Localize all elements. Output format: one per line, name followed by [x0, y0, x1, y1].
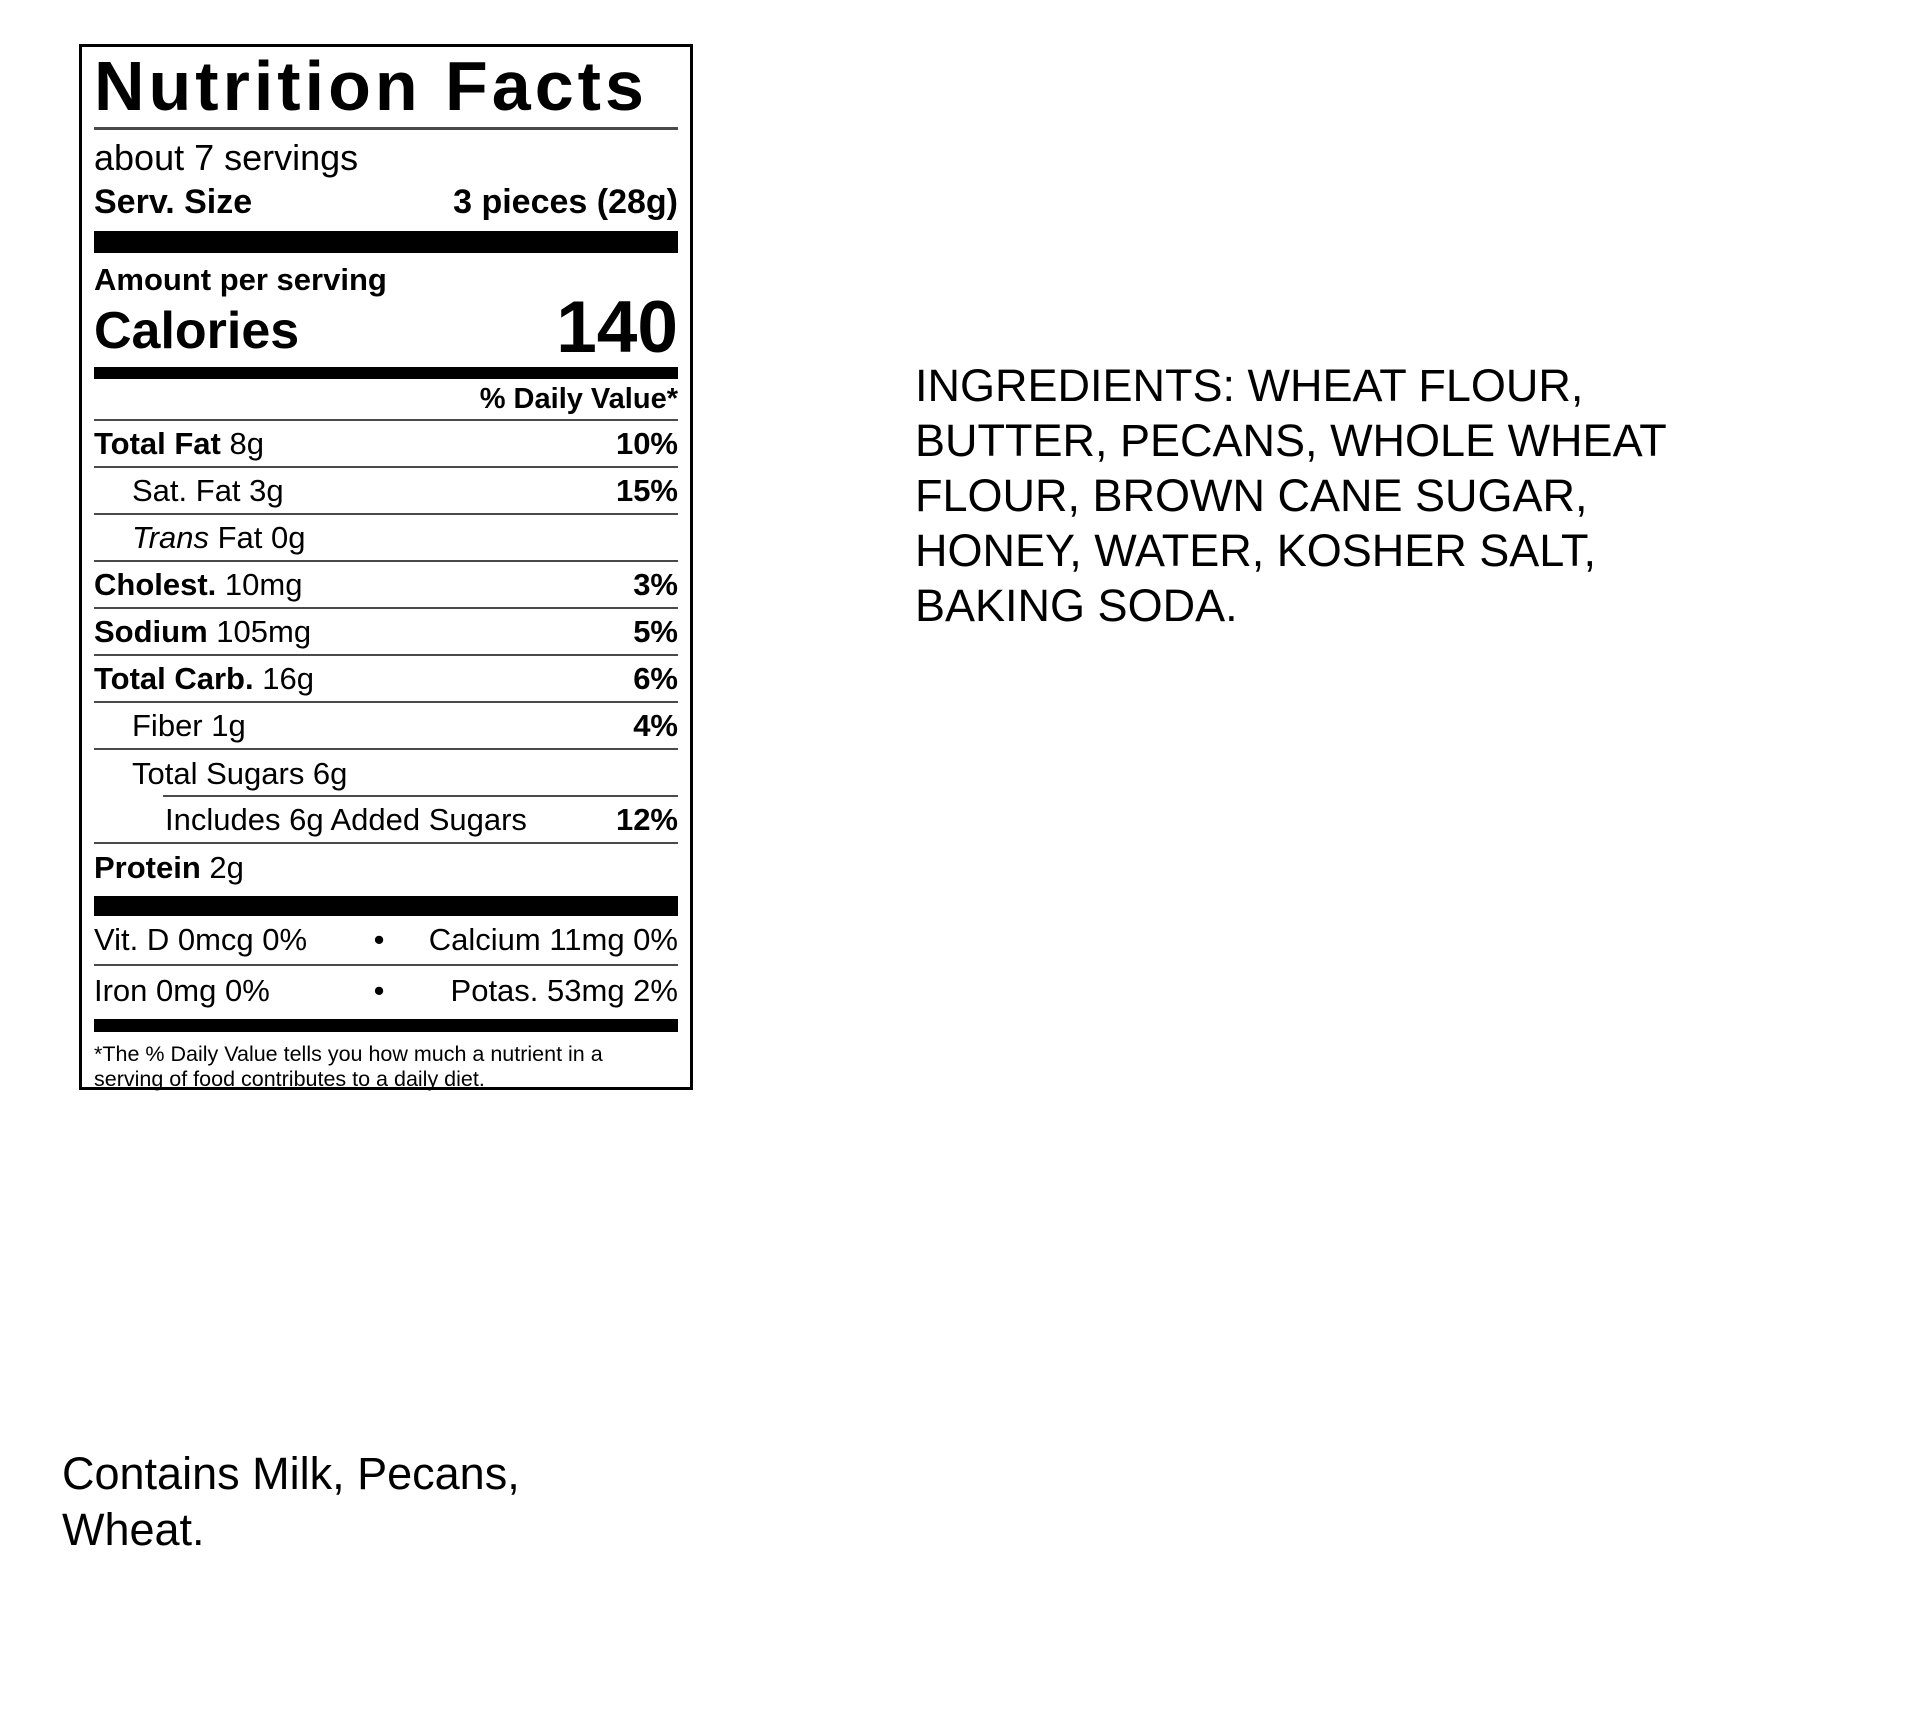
nutrient-name-bold: Sodium	[94, 613, 208, 649]
nutrient-name: Includes 6g Added Sugars	[165, 802, 527, 838]
calories-label: Calories	[94, 302, 300, 360]
micronutrient-row-iron-potassium: Iron 0mg 0% • Potas. 53mg 2%	[94, 966, 678, 1016]
nutrient-name-bold: Protein	[94, 849, 201, 885]
nutrient-dv: 3%	[633, 566, 678, 602]
thick-bar-divider	[94, 231, 678, 253]
nutrient-row-trans-fat: Trans Fat 0g	[94, 515, 678, 562]
servings-statement: about 7 servings	[94, 137, 359, 178]
nutrient-name-bold: Cholest.	[94, 566, 217, 602]
calories-value: 140	[556, 287, 678, 368]
nutrient-dv: 15%	[615, 472, 678, 508]
nutrient-name-rest: 105mg	[207, 613, 312, 649]
bullet-separator: •	[373, 973, 385, 1008]
nutrient-dv: 6%	[633, 660, 678, 696]
nutrient-row-added-sugars: Includes 6g Added Sugars 12%	[94, 795, 678, 844]
nutrient-row-sodium: Sodium 105mg 5%	[94, 609, 678, 656]
nutrient-name: Fiber 1g	[132, 708, 246, 744]
nutrient-name-rest: Fiber 1g	[132, 707, 246, 743]
nutrient-name-rest: 10mg	[216, 566, 303, 602]
nutrient-name-italic: Trans	[132, 519, 209, 555]
nutrient-row-total-carb: Total Carb. 16g 6%	[94, 656, 678, 703]
nutrient-name-rest: Fat 0g	[208, 519, 306, 555]
nutrient-name: Total Fat 8g	[94, 426, 264, 462]
nutrient-name: Total Carb. 16g	[94, 661, 314, 697]
nutrient-row-total-sugars: Total Sugars 6g	[94, 750, 678, 797]
calories-row: Calories 140	[94, 287, 678, 368]
nutrient-name-bold: Total Carb.	[94, 660, 254, 696]
nutrient-dv: 4%	[633, 707, 678, 743]
serving-size-row: Serv. Size 3 pieces (28g)	[94, 182, 678, 222]
nutrient-row-fiber: Fiber 1g 4%	[94, 703, 678, 750]
nutrient-name-bold: Total Fat	[94, 425, 221, 461]
ingredients-text: INGREDIENTS: WHEAT FLOUR, BUTTER, PECANS…	[915, 360, 1667, 631]
bullet-separator: •	[373, 922, 385, 957]
nutrition-facts-label: Nutrition Facts about 7 servings Serv. S…	[79, 44, 693, 1091]
amount-per-serving-label: Amount per serving	[94, 262, 387, 297]
label-title: Nutrition Facts	[94, 47, 648, 125]
nutrient-name: Total Sugars 6g	[132, 756, 347, 792]
nutrient-name-rest: Includes 6g Added Sugars	[165, 801, 527, 837]
nutrient-row-total-fat: Total Fat 8g 10%	[94, 421, 678, 468]
daily-value-footnote: *The % Daily Value tells you how much a …	[94, 1042, 603, 1091]
allergen-statement: Contains Milk, Pecans, Wheat.	[62, 1448, 520, 1555]
nutrient-dv: 12%	[615, 801, 678, 837]
nutrient-name-rest: 16g	[253, 660, 314, 696]
micronutrient-left: Iron 0mg 0%	[94, 973, 270, 1008]
micronutrient-right: Potas. 53mg 2%	[450, 973, 678, 1008]
nutrient-name-rest: Total Sugars 6g	[132, 755, 348, 791]
medium-bar-divider	[94, 367, 678, 379]
micronutrient-right: Calcium 11mg 0%	[428, 922, 678, 957]
nutrient-name: Sat. Fat 3g	[132, 473, 284, 509]
nutrient-row-protein: Protein 2g	[94, 844, 678, 891]
serving-size-value: 3 pieces (28g)	[453, 183, 678, 221]
nutrient-name: Trans Fat 0g	[132, 520, 305, 556]
nutrient-row-cholesterol: Cholest. 10mg 3%	[94, 562, 678, 609]
thick-bar-divider	[94, 896, 678, 916]
nutrient-row-sat-fat: Sat. Fat 3g 15%	[94, 468, 678, 515]
nutrient-name: Protein 2g	[94, 850, 244, 886]
title-rule-divider	[94, 127, 678, 130]
final-bar-divider	[94, 1019, 678, 1032]
nutrient-name-rest: 2g	[200, 849, 244, 885]
micronutrient-left: Vit. D 0mcg 0%	[94, 922, 308, 957]
nutrient-name: Cholest. 10mg	[94, 567, 302, 603]
daily-value-header: % Daily Value*	[94, 379, 678, 421]
nutrient-name-rest: 8g	[220, 425, 264, 461]
nutrient-dv: 5%	[633, 613, 678, 649]
nutrient-name-rest: Sat. Fat 3g	[132, 472, 284, 508]
micronutrient-row-vitd-calcium: Vit. D 0mcg 0% • Calcium 11mg 0%	[94, 916, 678, 966]
nutrient-name: Sodium 105mg	[94, 614, 311, 650]
nutrient-dv: 10%	[615, 425, 678, 461]
serving-size-label: Serv. Size	[94, 183, 253, 221]
